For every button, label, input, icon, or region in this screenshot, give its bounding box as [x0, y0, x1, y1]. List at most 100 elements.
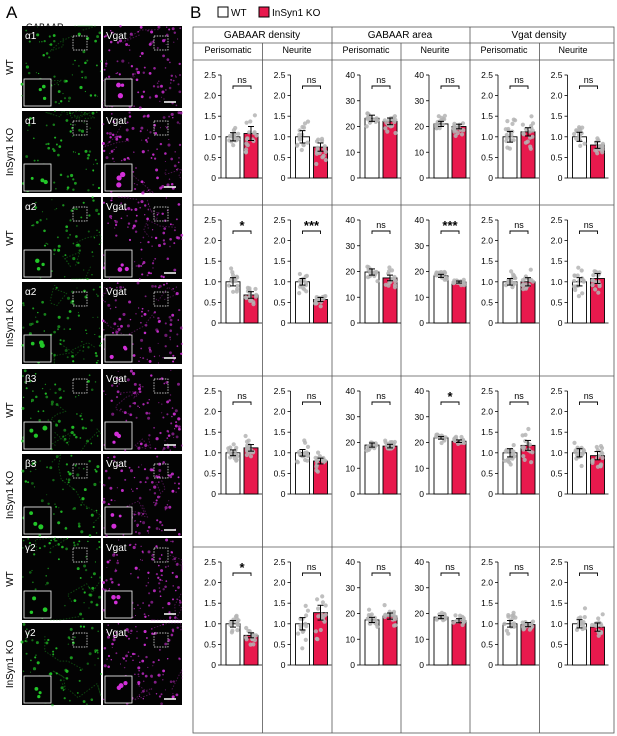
puncta — [176, 121, 180, 124]
data-point — [393, 623, 398, 628]
puncta — [173, 229, 176, 232]
puncta — [158, 695, 162, 698]
neurite-stroke — [53, 342, 75, 365]
puncta — [139, 25, 143, 29]
puncta — [154, 257, 157, 260]
inset-puncta — [123, 681, 128, 686]
puncta — [179, 599, 181, 602]
inset-puncta — [116, 594, 121, 600]
puncta — [166, 257, 170, 260]
puncta — [171, 540, 174, 543]
puncta — [156, 213, 159, 216]
puncta — [81, 418, 84, 421]
roi-box — [72, 463, 88, 479]
puncta — [148, 346, 151, 350]
data-point — [434, 616, 440, 621]
puncta — [134, 520, 136, 522]
puncta — [176, 168, 178, 171]
puncta — [118, 73, 121, 76]
puncta — [174, 424, 178, 428]
y-tick-label: 0 — [211, 660, 216, 670]
puncta — [99, 481, 101, 483]
data-point — [383, 440, 388, 445]
puncta — [135, 78, 139, 82]
puncta — [113, 552, 116, 556]
data-point — [304, 613, 309, 618]
puncta — [162, 356, 164, 359]
puncta — [112, 331, 114, 334]
data-point — [510, 285, 515, 290]
puncta — [98, 231, 100, 233]
puncta — [158, 528, 161, 530]
y-tick-label: 0 — [488, 318, 493, 328]
y-tick-label: 0.5 — [274, 468, 286, 478]
puncta — [83, 488, 87, 492]
puncta — [50, 402, 54, 406]
puncta — [52, 513, 55, 515]
puncta — [72, 257, 76, 261]
puncta — [165, 89, 167, 91]
puncta — [131, 490, 134, 493]
puncta — [78, 128, 81, 132]
puncta — [137, 466, 140, 468]
puncta — [97, 359, 99, 362]
data-point — [235, 621, 240, 627]
legend-wt-swatch — [217, 6, 229, 18]
puncta — [22, 375, 24, 377]
neurite-stroke — [174, 591, 183, 621]
puncta — [87, 230, 90, 233]
puncta — [92, 169, 95, 172]
data-point — [229, 630, 234, 635]
puncta — [147, 416, 151, 420]
y-tick-label: 2.0 — [204, 91, 216, 101]
puncta — [138, 496, 142, 500]
puncta — [99, 70, 101, 72]
puncta — [85, 427, 87, 430]
puncta — [88, 586, 91, 589]
puncta — [35, 468, 37, 470]
significance-label: * — [239, 218, 245, 233]
y-tick-label: 0 — [350, 173, 355, 183]
puncta — [147, 525, 151, 529]
inset-puncta — [109, 354, 114, 359]
data-point — [460, 121, 466, 126]
puncta — [147, 309, 150, 312]
puncta — [52, 653, 55, 656]
puncta — [68, 96, 72, 100]
data-point — [530, 121, 536, 126]
data-point — [391, 611, 396, 617]
puncta — [115, 631, 118, 634]
puncta — [109, 40, 113, 44]
data-point — [228, 622, 233, 628]
data-point — [459, 132, 465, 137]
data-point — [528, 267, 533, 272]
puncta — [94, 561, 96, 563]
puncta — [70, 301, 74, 304]
puncta — [66, 441, 69, 444]
data-point — [382, 603, 387, 608]
puncta — [68, 637, 71, 640]
puncta — [21, 94, 23, 97]
puncta — [147, 137, 150, 139]
puncta — [154, 94, 158, 98]
puncta — [162, 461, 165, 464]
puncta — [79, 625, 82, 628]
puncta — [69, 130, 72, 133]
puncta — [116, 72, 119, 74]
y-tick-label: 20 — [415, 438, 425, 448]
data-point — [451, 281, 456, 286]
puncta — [146, 217, 149, 221]
puncta — [86, 156, 90, 160]
y-tick-label: 1.5 — [204, 598, 216, 608]
puncta — [27, 481, 30, 484]
puncta — [96, 548, 98, 550]
puncta — [132, 616, 134, 618]
y-tick-label: 40 — [415, 386, 425, 396]
legend-wt-label: WT — [231, 8, 247, 19]
puncta — [169, 339, 171, 341]
puncta — [164, 67, 167, 69]
puncta — [35, 201, 37, 204]
